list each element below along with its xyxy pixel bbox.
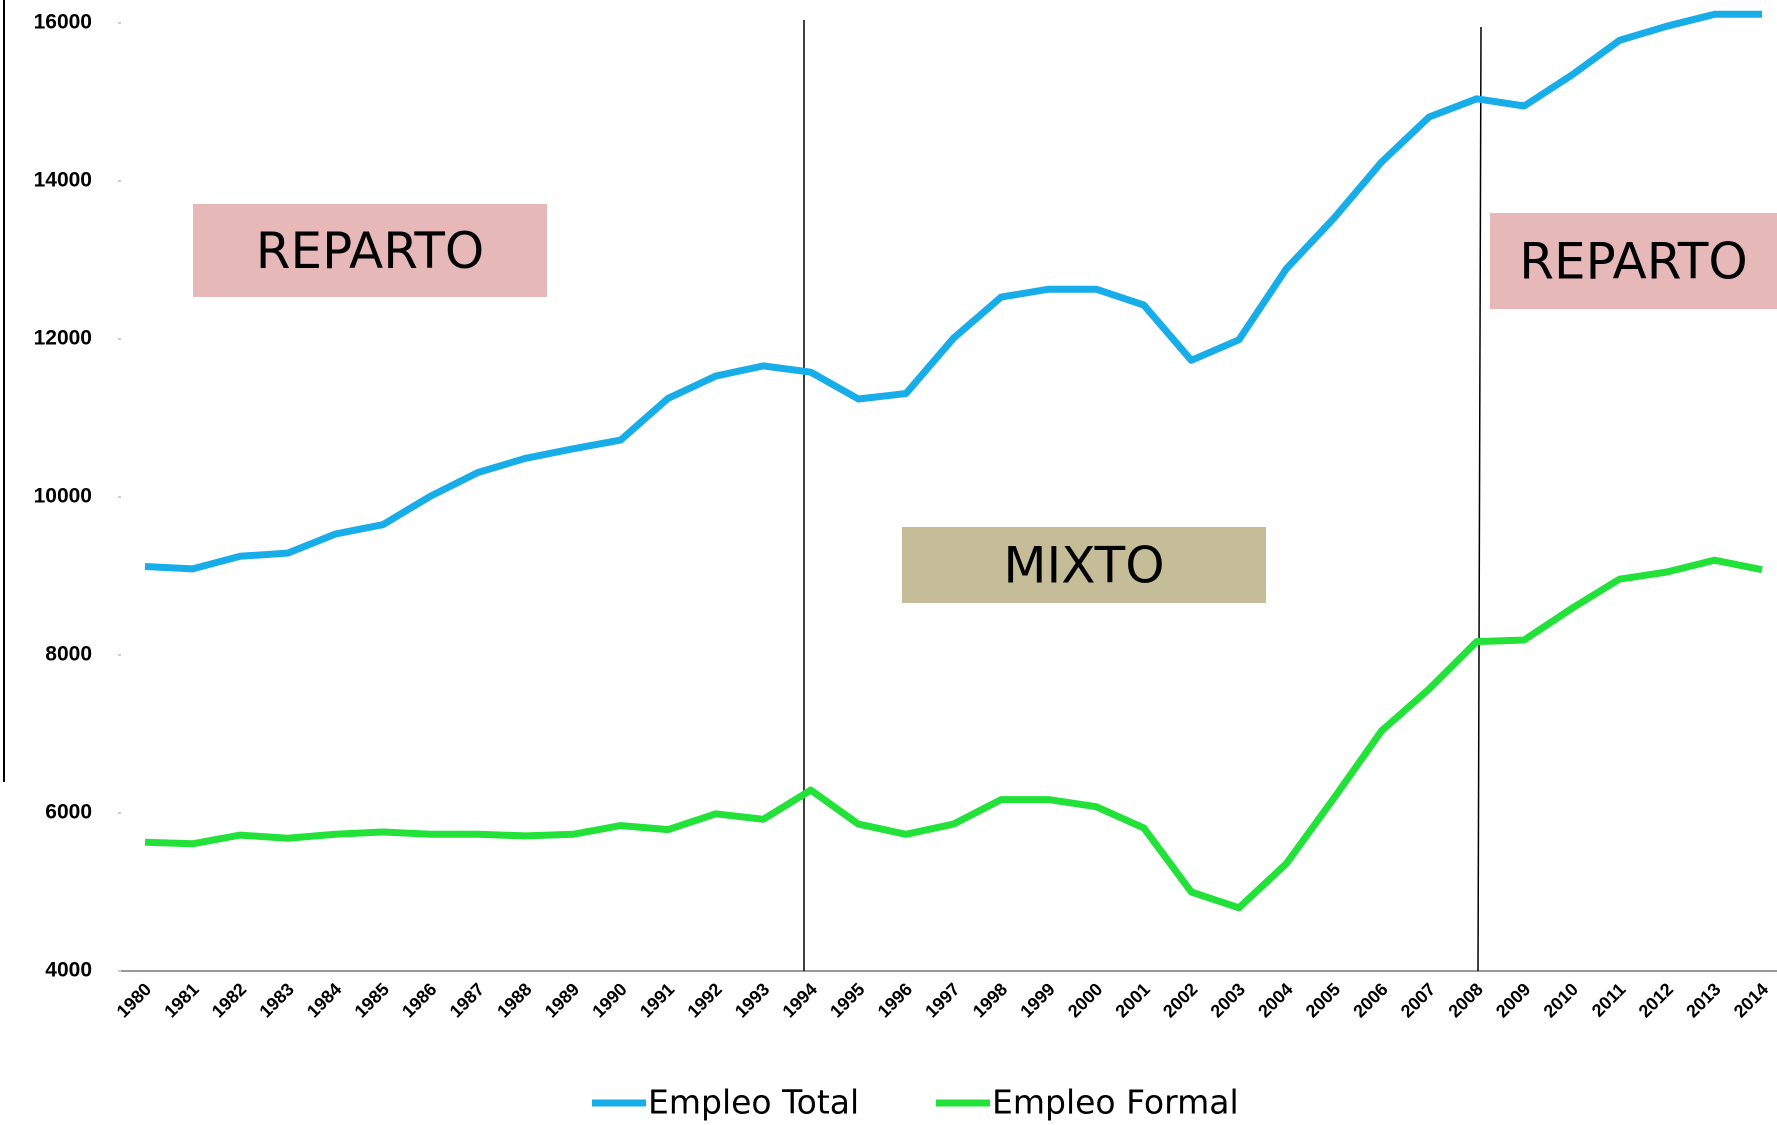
x-tick-label: 1989: [541, 979, 583, 1021]
divider: [1477, 26, 1482, 972]
x-tick-label: 1983: [255, 979, 297, 1021]
x-tick-label: 2012: [1635, 979, 1677, 1021]
annotation-box: [1490, 213, 1777, 309]
x-tick-label: 2000: [1064, 979, 1106, 1021]
x-tick-label: 2004: [1254, 979, 1296, 1021]
annotation-box: [193, 204, 547, 297]
legend-label: Empleo Formal: [992, 1083, 1239, 1122]
x-tick-label: 1988: [493, 979, 535, 1021]
x-tick-label: 2001: [1111, 979, 1153, 1021]
x-tick-label: 2005: [1302, 979, 1344, 1021]
x-tick-label: 1982: [208, 979, 250, 1021]
plot: 4000 6000 8000 10000 12000 14000 16000 1980 1981…: [34, 11, 1773, 1022]
annotation: REPARTO: [256, 222, 485, 280]
annotation: MIXTO: [1003, 537, 1164, 595]
x-tick-label: 2003: [1207, 979, 1249, 1021]
x-tick-label: 1984: [303, 979, 345, 1021]
x-tick-label: 2007: [1397, 979, 1439, 1021]
x-tick-label: 2009: [1492, 979, 1534, 1021]
x-tick-label: 1987: [446, 979, 488, 1021]
x-tick-label: 1992: [683, 979, 725, 1021]
y-tick-label: 6000: [45, 801, 92, 824]
x-tick-label: 2014: [1730, 979, 1772, 1021]
y-tick-label: 10000: [34, 485, 92, 508]
series-line: [144, 556, 1763, 912]
x-tick-label: 1981: [160, 979, 202, 1021]
x-tick-label: 1997: [921, 979, 963, 1021]
x-tick-label: 1998: [969, 979, 1011, 1021]
x-tick-label: 1995: [826, 979, 868, 1021]
legend: Empleo Total Empleo Formal: [592, 1083, 1239, 1122]
x-tick-label: 2006: [1349, 979, 1391, 1021]
x-tick-label: 1994: [779, 979, 821, 1021]
x-tick-label: 1991: [636, 979, 678, 1021]
x-tick-label: 1993: [731, 979, 773, 1021]
annotations: REPARTO MIXTO REPARTO: [193, 204, 1777, 603]
x-tick-label: 1980: [113, 979, 155, 1021]
annotation: REPARTO: [1519, 233, 1748, 291]
x-tick-label: 2011: [1588, 979, 1630, 1021]
x-tick-label: 1990: [588, 979, 630, 1021]
y-tick-label: 12000: [34, 327, 92, 350]
series-line: [144, 10, 1762, 573]
x-tick-label: 1999: [1016, 979, 1058, 1021]
y-tick-label: 16000: [34, 11, 92, 34]
legend-label: Empleo Total: [648, 1083, 859, 1122]
x-tick-label: 2002: [1159, 979, 1201, 1021]
x-tick-label: 1985: [351, 979, 393, 1021]
x-tick-label: 1986: [398, 979, 440, 1021]
y-tick-label: 8000: [45, 643, 92, 666]
y-tick-label: 14000: [34, 169, 92, 192]
x-tick-label: 2010: [1540, 979, 1582, 1021]
annotation-box: [902, 527, 1266, 603]
x-tick-label: 2013: [1682, 979, 1724, 1021]
x-tick-label: 1996: [874, 979, 916, 1021]
x-tick-label: 2008: [1444, 979, 1486, 1021]
y-tick-label: 4000: [45, 959, 92, 982]
